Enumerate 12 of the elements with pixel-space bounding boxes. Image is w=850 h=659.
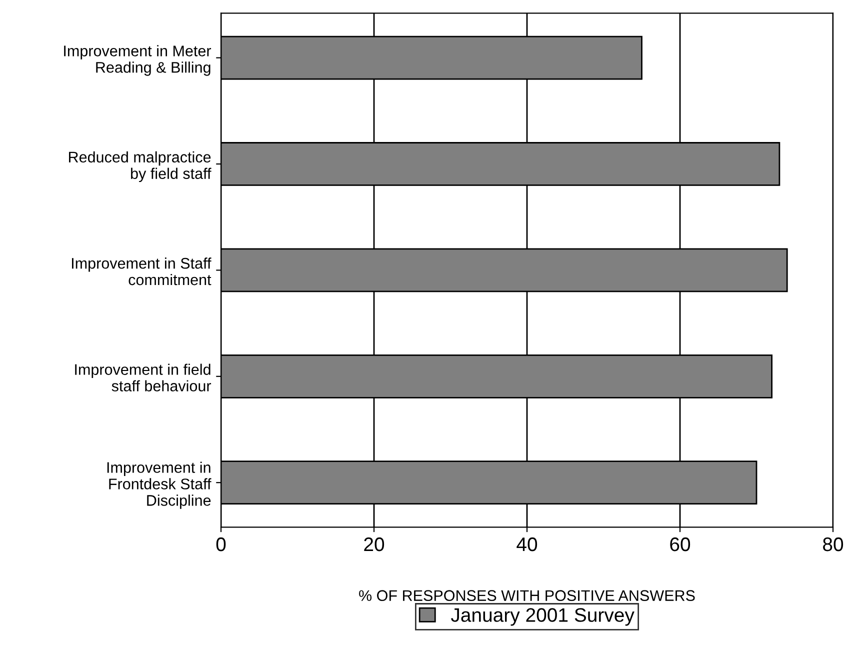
x-tick-label: 60 <box>670 537 690 552</box>
y-tick-label: Improvement in field staff behaviour <box>75 364 212 392</box>
x-tick-label: 0 <box>216 537 226 552</box>
y-tick-label: Improvement in Frontdesk Staff Discipline <box>107 462 212 509</box>
y-tick-label: Reduced malpractice by field staff <box>69 151 212 182</box>
y-tick-label: Improvement in Meter Reading & Billing <box>64 45 212 76</box>
x-tick-label: 20 <box>364 537 384 552</box>
x-tick-label: 80 <box>823 537 844 552</box>
x-axis-title: % OF RESPONSES WITH POSITIVE ANSWERS <box>359 590 695 601</box>
x-tick-label: 40 <box>516 537 538 552</box>
y-tick-label: Improvement in Staff commitment <box>72 258 212 286</box>
legend-label: January 2001 Survey <box>450 608 634 626</box>
